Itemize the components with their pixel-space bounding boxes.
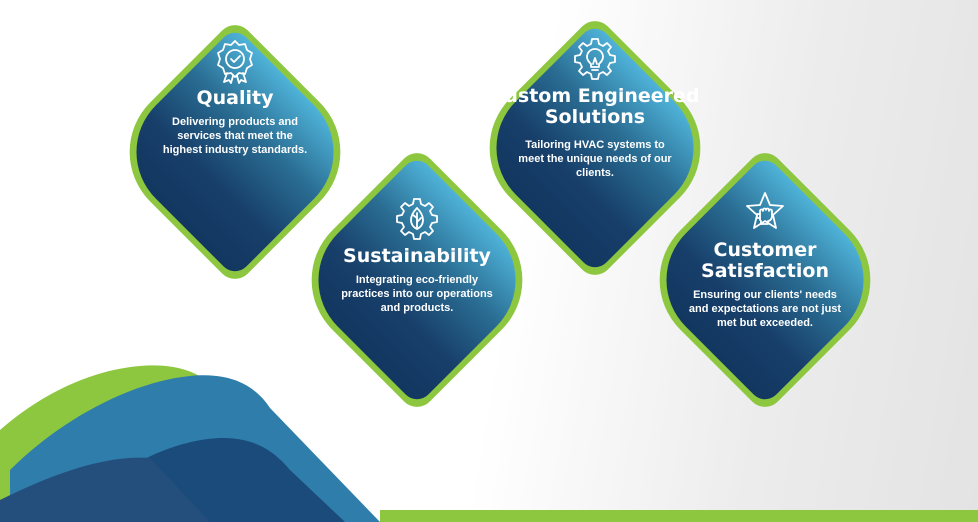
star-fist-icon xyxy=(742,190,788,236)
sustainability-card: Sustainability Integrating eco-friendly … xyxy=(282,145,552,415)
card-content: Quality Delivering products and services… xyxy=(145,22,325,298)
quality-card: Quality Delivering products and services… xyxy=(100,17,370,287)
card-content: Customer Satisfaction Ensuring our clien… xyxy=(675,150,855,450)
badge-check-icon xyxy=(212,38,258,84)
gear-leaf-icon xyxy=(394,196,440,242)
card-title: Quality xyxy=(196,87,274,109)
card-content: Custom Engineered Solutions Tailoring HV… xyxy=(485,18,705,296)
card-title: Custom Engineered Solutions xyxy=(490,85,700,128)
custom-engineered-solutions-card: Custom Engineered Solutions Tailoring HV… xyxy=(460,13,730,283)
card-description: Delivering products and services that me… xyxy=(162,116,308,156)
gear-lightbulb-icon xyxy=(572,36,618,82)
card-content: Sustainability Integrating eco-friendly … xyxy=(327,150,507,456)
card-description: Tailoring HVAC systems to meet the uniqu… xyxy=(518,139,672,179)
card-title: Sustainability xyxy=(343,245,491,267)
customer-satisfaction-card: Customer Satisfaction Ensuring our clien… xyxy=(630,145,900,415)
card-title: Customer Satisfaction xyxy=(701,239,829,282)
card-description: Ensuring our clients' needs and expectat… xyxy=(688,289,842,329)
card-description: Integrating eco-friendly practices into … xyxy=(341,274,493,314)
bottom-accent-bar xyxy=(380,510,978,522)
